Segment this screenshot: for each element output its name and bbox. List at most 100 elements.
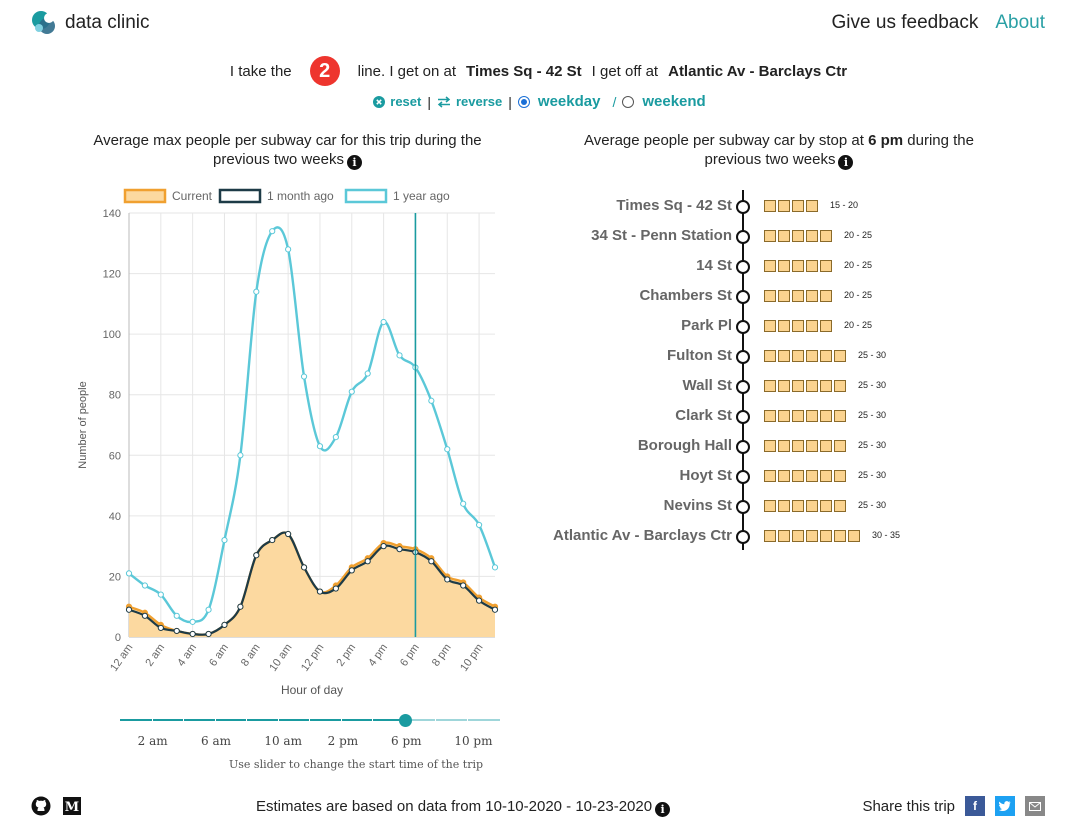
weekday-radio-button[interactable]: [517, 95, 530, 108]
left-title-line1: Average max people per subway car for th…: [93, 132, 482, 149]
crowding-box: [806, 410, 818, 422]
slider-note: Use slider to change the start time of t…: [229, 758, 484, 771]
crowding-box: [834, 500, 846, 512]
logo[interactable]: data clinic: [31, 10, 150, 36]
weekend-radio-button[interactable]: [622, 95, 635, 108]
crowding-boxes: [764, 200, 818, 212]
crowding-box: [778, 290, 790, 302]
crowding-box: [806, 500, 818, 512]
reset-button[interactable]: reset: [373, 94, 421, 109]
slider-label: 10 am: [264, 734, 302, 748]
data-point: [348, 567, 355, 574]
x-tick-label: 12 am: [108, 642, 135, 674]
left-title-line2: previous two weeks: [213, 151, 344, 168]
info-icon[interactable]: i: [838, 155, 854, 170]
data-point: [316, 588, 324, 595]
medium-icon[interactable]: M: [63, 797, 81, 815]
x-tick-label: 6 am: [207, 642, 231, 669]
crowding-box: [820, 470, 832, 482]
weekday-radio[interactable]: weekday: [517, 93, 600, 110]
slider-tick: [246, 717, 248, 723]
data-point: [348, 388, 355, 395]
right-title-pre: Average people per subway car by stop at: [584, 132, 864, 149]
crowding-box: [806, 440, 818, 452]
crowding-box: [806, 200, 818, 212]
data-point: [157, 624, 164, 632]
right-panel-title: Average people per subway car by stop at…: [560, 131, 998, 170]
crowding-range: 25 - 30: [858, 380, 887, 390]
to-station-select[interactable]: Atlantic Av - Barclays Ctr: [668, 62, 848, 80]
info-icon[interactable]: i: [655, 802, 671, 817]
crowding-box: [764, 440, 776, 452]
stop-name: 14 St: [696, 257, 732, 274]
stop-name: Chambers St: [639, 287, 732, 304]
line-badge[interactable]: 2: [309, 56, 340, 86]
data-point: [444, 576, 451, 583]
github-icon[interactable]: [31, 796, 51, 816]
about-link[interactable]: About: [995, 12, 1045, 33]
stop-row: Atlantic Av - Barclays Ctr 30 - 35: [540, 520, 960, 550]
y-tick-label: 100: [103, 329, 121, 341]
crowding-boxes: [764, 440, 846, 452]
crowding-box: [834, 530, 846, 542]
top-nav: Give us feedback About: [832, 12, 1045, 34]
x-tick-label: 2 am: [143, 642, 167, 669]
crowding-box: [792, 260, 804, 272]
crowding-box: [792, 530, 804, 542]
slider-thumb[interactable]: [399, 714, 412, 727]
legend-swatch: [123, 188, 167, 204]
crowding-box: [820, 380, 832, 392]
crowding-boxes: [764, 290, 832, 302]
separator: |: [427, 93, 431, 110]
crowding-boxes: [764, 500, 846, 512]
weekend-radio[interactable]: weekend: [622, 93, 706, 110]
stop-name: Hoyt St: [679, 467, 733, 484]
x-axis-title: Hour of day: [281, 683, 343, 697]
y-axis-title: Number of people: [77, 381, 89, 468]
email-icon[interactable]: [1025, 796, 1045, 816]
crowding-box: [764, 290, 776, 302]
crowding-box: [764, 230, 776, 242]
crowding-box: [820, 530, 832, 542]
info-icon[interactable]: i: [346, 155, 362, 170]
data-point: [253, 552, 260, 559]
crowding-boxes: [764, 350, 846, 362]
crowding-box: [764, 200, 776, 212]
reverse-button[interactable]: reverse: [437, 94, 502, 109]
stop-row: 34 St - Penn Station 20 - 25: [540, 220, 960, 250]
crowding-box: [778, 470, 790, 482]
feedback-link[interactable]: Give us feedback: [831, 12, 979, 33]
data-point: [285, 246, 292, 253]
twitter-icon[interactable]: [995, 796, 1015, 816]
data-point: [125, 606, 133, 613]
data-point: [285, 530, 292, 538]
legend-label: Current: [172, 189, 213, 203]
trip-controls: reset | reverse | weekday / weekend: [0, 93, 1079, 110]
crowding-box: [834, 380, 846, 392]
stop-name: Clark St: [675, 407, 732, 424]
facebook-icon[interactable]: f: [965, 796, 985, 816]
crowding-box: [820, 350, 832, 362]
data-point: [237, 452, 244, 459]
data-point: [253, 288, 260, 295]
stops-list: Times Sq - 42 St 15 - 20 34 St - Penn Stat…: [540, 190, 960, 552]
stop-name: Park Pl: [681, 317, 732, 334]
logo-icon: [32, 11, 55, 34]
from-station-select[interactable]: Times Sq - 42 St: [466, 62, 582, 80]
stop-dot: [736, 380, 750, 394]
crowding-box: [764, 260, 776, 272]
svg-text:M: M: [65, 800, 79, 815]
slider-track-rest[interactable]: [405, 719, 500, 721]
crowding-box: [806, 470, 818, 482]
right-title-time: 6 pm: [868, 132, 904, 149]
slider-track-filled[interactable]: [120, 719, 405, 721]
estimates-text: Estimates are based on data from 10-10-2…: [256, 798, 653, 815]
slider-tick: [214, 717, 216, 723]
crowding-box: [806, 230, 818, 242]
crowding-box: [834, 470, 846, 482]
time-slider[interactable]: [120, 712, 500, 728]
crowding-box: [820, 440, 832, 452]
crowding-boxes: [764, 380, 846, 392]
crowding-box: [792, 440, 804, 452]
